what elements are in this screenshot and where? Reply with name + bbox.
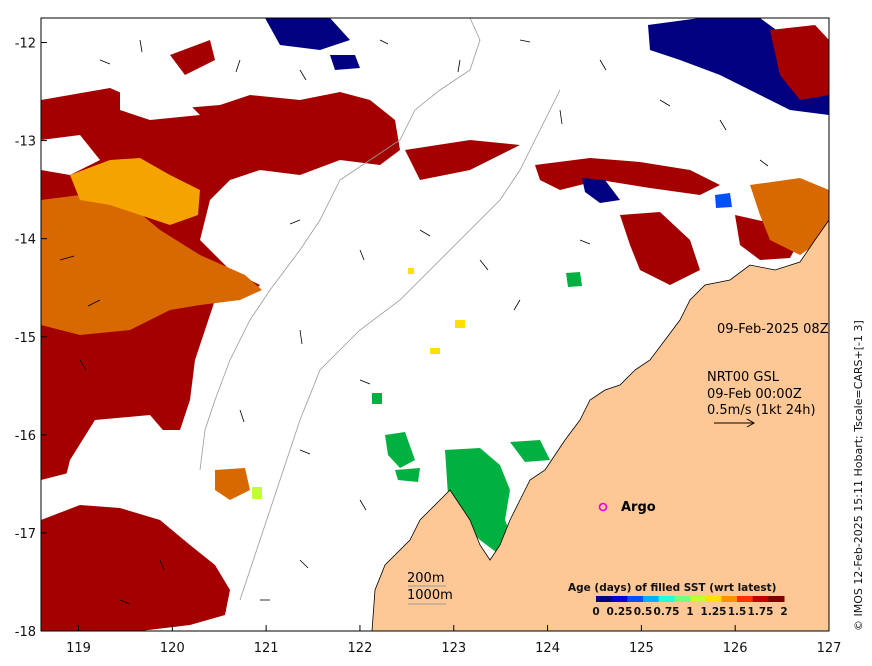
y-tick-label: -18 — [15, 625, 36, 640]
product-label: NRT00 GSL — [707, 370, 780, 385]
argo-float-marker — [598, 502, 608, 512]
product-time-label: 09-Feb 00:00Z — [707, 387, 802, 402]
colorbar-tick-label: 0 — [592, 606, 599, 618]
sst-patch-green-1 — [445, 448, 515, 555]
bathymetry-contours — [199, 18, 561, 601]
sst-patch-north-navy — [265, 18, 350, 50]
argo-label: Argo — [621, 500, 656, 515]
sst-patch-north — [170, 40, 215, 75]
x-tick-label: 126 — [723, 641, 748, 656]
y-tick-label: -16 — [15, 429, 36, 444]
colorbar-tick-label: 0.25 — [607, 606, 633, 618]
x-tick-label: 127 — [817, 641, 842, 656]
sst-patch-green-2 — [385, 432, 415, 468]
credit-label: © IMOS 12-Feb-2025 15:11 Hobart; Tscale=… — [852, 320, 865, 631]
y-tick-label: -14 — [15, 233, 36, 248]
vector-scale-arrow — [714, 418, 756, 428]
timestamp-label: 09-Feb-2025 08Z — [717, 322, 829, 337]
sst-patch-south-orange — [215, 468, 250, 500]
contour-1000m — [239, 89, 561, 601]
x-tick-label: 121 — [254, 641, 279, 656]
sst-patch-green-5 — [566, 272, 582, 287]
sst-patch-east-orange — [750, 178, 829, 255]
land-australia — [371, 219, 829, 631]
sst-patch-green-6 — [510, 440, 550, 462]
x-tick-label: 119 — [66, 641, 91, 656]
y-tick-label: -17 — [15, 527, 36, 542]
colorbar-tick-label: 1.25 — [701, 606, 727, 618]
current-vectors — [59, 39, 769, 605]
colorbar-tick-label: 0.75 — [654, 606, 680, 618]
colorbar-swatch — [627, 596, 644, 602]
cloud-gap-1 — [120, 90, 200, 120]
sst-patch-ne-red — [770, 25, 829, 100]
x-tick-label: 125 — [629, 641, 654, 656]
sst-speck-yellow-3 — [408, 268, 414, 274]
depth-200-label: 200m — [407, 571, 444, 586]
sst-patch-green-4 — [372, 393, 382, 404]
colorbar-swatch — [705, 596, 722, 602]
colorbar-swatch — [658, 596, 675, 602]
colorbar-swatch — [643, 596, 660, 602]
colorbar-swatch — [737, 596, 754, 602]
colorbar-swatches — [596, 596, 785, 602]
sst-speck-yellow-2 — [430, 348, 440, 354]
colorbar-swatch — [596, 596, 613, 602]
contour-200m — [199, 18, 481, 471]
x-axis: 119 120 121 122 123 124 125 126 127 — [66, 625, 841, 656]
y-tick-label: -12 — [15, 37, 36, 52]
colorbar-swatch — [768, 596, 785, 602]
colorbar-tick-label: 2 — [780, 606, 787, 618]
cloud-gap-2 — [41, 135, 100, 175]
sst-patch-southwest — [41, 505, 230, 631]
sst-patch-north-navy-2 — [330, 55, 360, 70]
x-tick-label: 120 — [160, 641, 185, 656]
cloud-gap-3 — [60, 415, 180, 500]
sst-speck-yellow-1 — [455, 320, 465, 328]
vector-scale-label: 0.5m/s (1kt 24h) — [707, 403, 816, 418]
sst-patch-orange — [41, 195, 262, 335]
colorbar-swatch — [690, 596, 707, 602]
x-tick-label: 124 — [535, 641, 560, 656]
sst-speck-yellow-4 — [252, 487, 262, 499]
x-tick-label: 123 — [441, 641, 466, 656]
colorbar-tick-label: 0.5 — [634, 606, 653, 618]
plot-frame — [40, 17, 830, 632]
x-tick-label: 122 — [348, 641, 373, 656]
sst-patch-blue — [715, 193, 732, 208]
y-tick-label: -15 — [15, 331, 36, 346]
y-axis: -12 -13 -14 -15 -16 -17 -18 — [15, 37, 47, 640]
sst-patch-green-3 — [395, 468, 420, 482]
sst-patch-mid — [620, 212, 700, 285]
colorbar-ticks: 0 0.25 0.5 0.75 1 1.25 1.5 1.75 2 — [592, 606, 787, 618]
colorbar-swatch — [752, 596, 769, 602]
sst-patch-navy-small — [582, 178, 620, 203]
colorbar-swatch — [721, 596, 738, 602]
sst-patch-east — [735, 215, 800, 260]
colorbar-tick-label: 1.75 — [748, 606, 774, 618]
sst-patches — [41, 18, 829, 631]
sst-patch-north-2 — [405, 140, 520, 180]
colorbar-swatch — [674, 596, 691, 602]
colorbar-title: Age (days) of filled SST (wrt latest) — [568, 582, 776, 594]
depth-1000-label: 1000m — [407, 588, 453, 603]
colorbar-tick-label: 1 — [686, 606, 693, 618]
sst-patch-amber — [70, 158, 200, 225]
colorbar-tick-label: 1.5 — [728, 606, 747, 618]
y-tick-label: -13 — [15, 135, 36, 150]
sst-patch-ne-band — [535, 158, 720, 195]
colorbar-swatch — [611, 596, 628, 602]
